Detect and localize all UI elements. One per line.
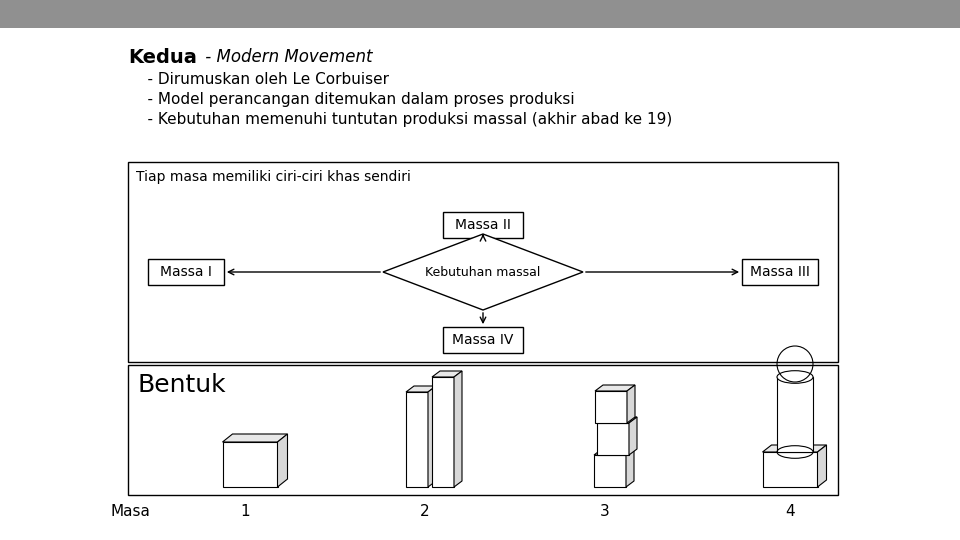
Bar [777,377,813,452]
Polygon shape [223,434,287,442]
Polygon shape [406,392,428,487]
Polygon shape [597,423,629,455]
Polygon shape [454,371,462,487]
Polygon shape [762,452,818,487]
Bar [443,327,523,353]
Text: - Model perancangan ditemukan dalam proses produksi: - Model perancangan ditemukan dalam pros… [128,92,575,107]
Text: 4: 4 [785,503,795,518]
Polygon shape [432,371,462,377]
Bar [0,0,960,28]
Text: - Kebutuhan memenuhi tuntutan produksi massal (akhir abad ke 19): - Kebutuhan memenuhi tuntutan produksi m… [128,112,672,127]
Text: Massa I: Massa I [160,265,212,279]
Polygon shape [818,445,827,487]
Text: - Dirumuskan oleh Le Corbuiser: - Dirumuskan oleh Le Corbuiser [128,72,389,87]
Text: 1: 1 [240,503,250,518]
Polygon shape [223,442,277,487]
Polygon shape [594,449,634,455]
Text: Massa IV: Massa IV [452,333,514,347]
Polygon shape [595,385,635,391]
Text: Massa II: Massa II [455,218,511,232]
Polygon shape [432,377,454,487]
Bar [128,162,838,362]
Bar [148,259,224,285]
Polygon shape [277,434,287,487]
Text: Kebutuhan massal: Kebutuhan massal [425,266,540,279]
Bar [742,259,818,285]
Text: Tiap masa memiliki ciri-ciri khas sendiri: Tiap masa memiliki ciri-ciri khas sendir… [136,170,411,184]
Polygon shape [626,449,634,487]
Text: Bentuk: Bentuk [138,373,227,397]
Polygon shape [383,234,583,310]
Polygon shape [597,417,637,423]
Text: 3: 3 [600,503,610,518]
Ellipse shape [777,370,813,383]
Polygon shape [428,386,436,487]
Polygon shape [627,385,635,423]
Bar [443,212,523,238]
Polygon shape [762,445,827,452]
Polygon shape [594,455,626,487]
Text: Kedua: Kedua [128,48,197,67]
Text: - Modern Movement: - Modern Movement [200,48,372,66]
Text: Masa: Masa [110,503,150,518]
Text: Massa III: Massa III [750,265,810,279]
Bar [128,365,838,495]
Polygon shape [595,391,627,423]
Polygon shape [406,386,436,392]
Text: 2: 2 [420,503,430,518]
Polygon shape [629,417,637,455]
